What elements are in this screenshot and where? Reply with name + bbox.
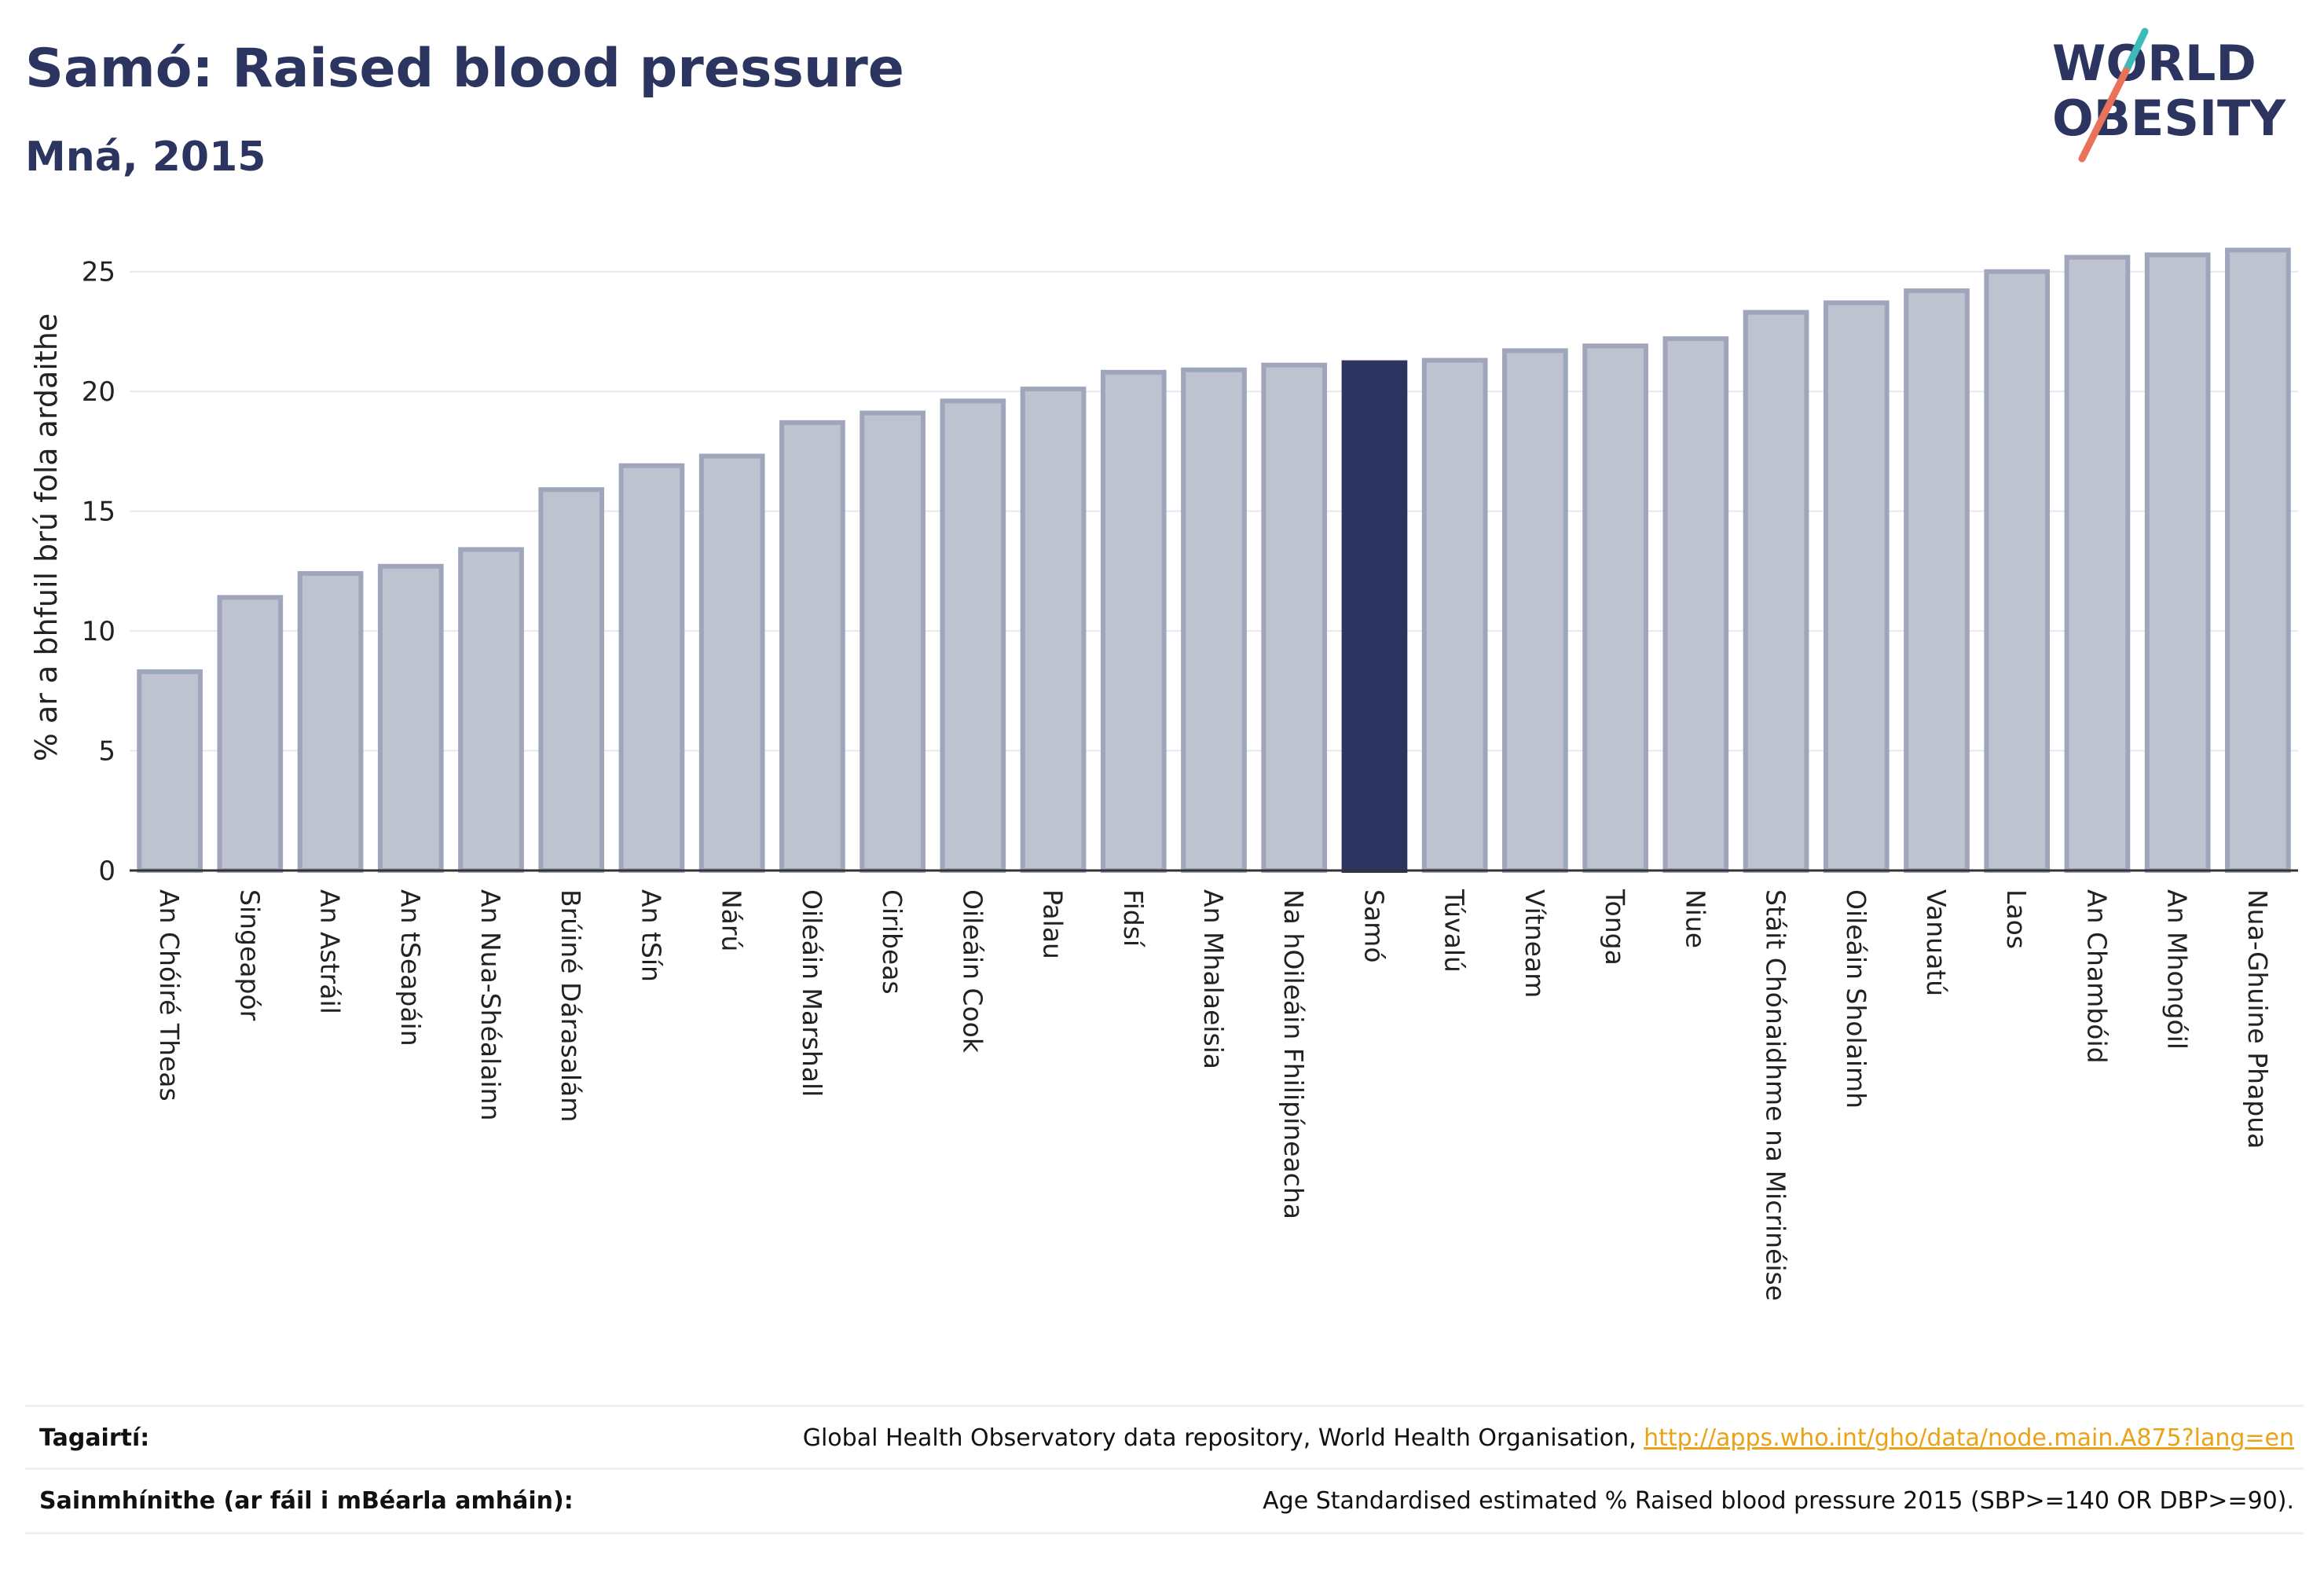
x-tick-label: An Mhongóil bbox=[2162, 889, 2193, 1050]
bar bbox=[458, 547, 524, 873]
footer-divider bbox=[25, 1532, 2304, 1534]
definitions-row: Sainmhínithe (ar fáil i mBéarla amháin):… bbox=[25, 1468, 2304, 1533]
bar bbox=[618, 463, 685, 873]
x-tick-label: Vanuatú bbox=[1921, 889, 1952, 996]
y-tick-label: 5 bbox=[98, 736, 115, 768]
x-tick-label: An Mhalaeisia bbox=[1198, 889, 1229, 1069]
y-tick-label: 15 bbox=[82, 497, 115, 528]
bar bbox=[538, 487, 605, 873]
bar bbox=[2225, 247, 2291, 874]
x-tick-label: Singeapór bbox=[234, 889, 265, 1021]
bar bbox=[1582, 343, 1648, 873]
y-tick-label: 20 bbox=[82, 376, 115, 408]
x-tick-label: Túvalú bbox=[1439, 889, 1470, 973]
logo-teal-slash bbox=[2122, 27, 2149, 75]
bar bbox=[2064, 255, 2131, 873]
y-axis-ticks: 0 5 10 15 20 25 bbox=[82, 257, 115, 887]
x-tick-label: Stáit Chónaidhme na Micrinéise bbox=[1761, 889, 1791, 1301]
bar bbox=[1743, 310, 1809, 873]
x-tick-label: An tSeapáin bbox=[395, 889, 426, 1046]
bars bbox=[137, 247, 2291, 874]
x-tick-label: An tSín bbox=[636, 889, 666, 982]
bar bbox=[1984, 269, 2051, 873]
bar bbox=[1421, 357, 1488, 873]
bar bbox=[779, 420, 845, 873]
bar bbox=[1020, 387, 1087, 873]
bar-highlighted bbox=[1341, 360, 1408, 874]
x-tick-label: Oileáin Sholaimh bbox=[1841, 889, 1871, 1109]
x-tick-label: Palau bbox=[1038, 889, 1069, 959]
bar bbox=[1823, 300, 1890, 873]
y-tick-label: 0 bbox=[98, 856, 115, 887]
logo-line-1: WORLD bbox=[2052, 35, 2256, 92]
bar bbox=[1502, 348, 1568, 873]
x-tick-label: Fidsí bbox=[1118, 889, 1149, 948]
bar bbox=[1100, 369, 1167, 874]
x-tick-label: Nárú bbox=[717, 889, 747, 951]
x-tick-label: An Astráil bbox=[315, 889, 346, 1014]
bar bbox=[1261, 362, 1328, 873]
x-tick-label: Samó bbox=[1358, 889, 1389, 963]
x-axis-labels: An Chóiré Theas Singeapór An Astráil An tSe… bbox=[154, 889, 2273, 1301]
x-tick-label: Brúiné Dárasalám bbox=[555, 889, 586, 1122]
x-tick-label: Tonga bbox=[1600, 889, 1630, 966]
bar bbox=[1662, 336, 1729, 873]
x-tick-label: Vítneam bbox=[1519, 889, 1550, 998]
bar bbox=[217, 595, 284, 873]
bar bbox=[860, 410, 926, 873]
definitions-label: Sainmhínithe (ar fáil i mBéarla amháin): bbox=[39, 1487, 574, 1515]
references-row: Tagairtí: Global Health Observatory data… bbox=[25, 1405, 2304, 1470]
x-tick-label: Na hOileáin Fhilipíneacha bbox=[1278, 889, 1309, 1219]
bar bbox=[1904, 288, 1970, 873]
y-tick-label: 10 bbox=[82, 616, 115, 647]
bar bbox=[377, 563, 444, 874]
bar bbox=[297, 570, 364, 873]
chart-title: Samó: Raised blood pressure bbox=[25, 38, 904, 100]
bar-chart: 0 5 10 15 20 25 An Chóiré Theas Singeapór An As… bbox=[29, 247, 2298, 1301]
bar bbox=[698, 453, 765, 873]
references-value: Global Health Observatory data repositor… bbox=[803, 1424, 2294, 1452]
x-tick-label: An Chóiré Theas bbox=[154, 889, 185, 1101]
references-text: Global Health Observatory data repositor… bbox=[802, 1424, 1644, 1452]
bar bbox=[137, 669, 203, 873]
world-obesity-logo: WORLD OBESITY bbox=[2051, 24, 2310, 173]
references-label: Tagairtí: bbox=[39, 1424, 150, 1452]
x-tick-label: Nua-Ghuine Phapua bbox=[2242, 889, 2273, 1149]
y-tick-label: 25 bbox=[82, 257, 115, 288]
chart-subtitle: Mná, 2015 bbox=[25, 134, 266, 181]
references-link[interactable]: http://apps.who.int/gho/data/node.main.A… bbox=[1644, 1424, 2294, 1452]
bar bbox=[1181, 367, 1247, 873]
y-axis-title: % ar a bhfuil brú fola ardaithe bbox=[29, 313, 64, 761]
definitions-text: Age Standardised estimated % Raised bloo… bbox=[1263, 1487, 2294, 1515]
bar bbox=[940, 398, 1006, 874]
x-tick-label: Ciribeas bbox=[877, 889, 907, 995]
bar bbox=[2144, 252, 2211, 873]
x-tick-label: An Nua-Shéalainn bbox=[475, 889, 506, 1121]
x-tick-label: An Chambóid bbox=[2081, 889, 2112, 1064]
logo-coral-slash bbox=[2078, 67, 2130, 163]
x-tick-label: Oileáin Marshall bbox=[797, 889, 827, 1097]
x-tick-label: Oileáin Cook bbox=[957, 889, 988, 1054]
x-tick-label: Niue bbox=[1680, 889, 1710, 948]
x-tick-label: Laos bbox=[2001, 889, 2032, 949]
